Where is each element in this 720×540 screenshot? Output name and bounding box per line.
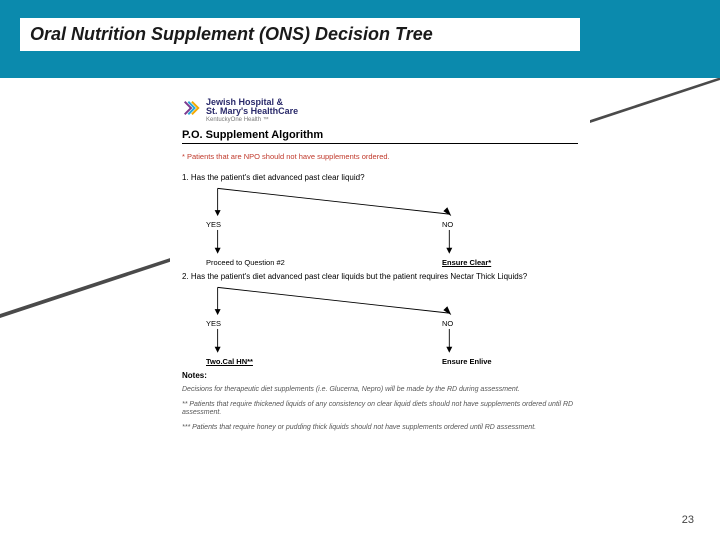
logo-icon: [182, 99, 200, 122]
page-number: 23: [682, 514, 694, 526]
logo-line2: St. Mary's HealthCare: [206, 107, 298, 116]
algorithm-panel: Jewish Hospital & St. Mary's HealthCare …: [170, 90, 590, 441]
q1-yes-result: Proceed to Question #2: [206, 258, 285, 267]
question-2: 2. Has the patient's diet advanced past …: [182, 272, 578, 281]
q2-no-result: Ensure Enlive: [442, 357, 492, 366]
q1-no: NO: [442, 220, 453, 229]
page-title: Oral Nutrition Supplement (ONS) Decision…: [20, 18, 580, 51]
note-2: ** Patients that require thickened liqui…: [182, 401, 578, 419]
npo-warning: * Patients that are NPO should not have …: [182, 152, 578, 161]
tree-q2: YES NO Two.Cal HN** Ensure Enlive: [182, 285, 578, 365]
question-1: 1. Has the patient's diet advanced past …: [182, 173, 578, 182]
q2-yes: YES: [206, 319, 221, 328]
q1-no-result: Ensure Clear*: [442, 258, 491, 267]
logo-text-block: Jewish Hospital & St. Mary's HealthCare …: [206, 98, 298, 123]
divider: [182, 143, 578, 144]
note-1: Decisions for therapeutic diet supplemen…: [182, 386, 578, 395]
tree-q1-svg: [182, 186, 578, 266]
algorithm-title: P.O. Supplement Algorithm: [182, 129, 578, 141]
logo-sub: KentuckyOne Health ™: [206, 117, 298, 123]
tree-q1: YES NO Proceed to Question #2 Ensure Cle…: [182, 186, 578, 266]
note-3: *** Patients that require honey or puddi…: [182, 424, 578, 433]
tree-q2-svg: [182, 285, 578, 365]
q2-yes-result: Two.Cal HN**: [206, 357, 253, 366]
q1-yes: YES: [206, 220, 221, 229]
q2-no: NO: [442, 319, 453, 328]
notes-heading: Notes:: [182, 371, 578, 380]
hospital-logo: Jewish Hospital & St. Mary's HealthCare …: [182, 98, 578, 123]
